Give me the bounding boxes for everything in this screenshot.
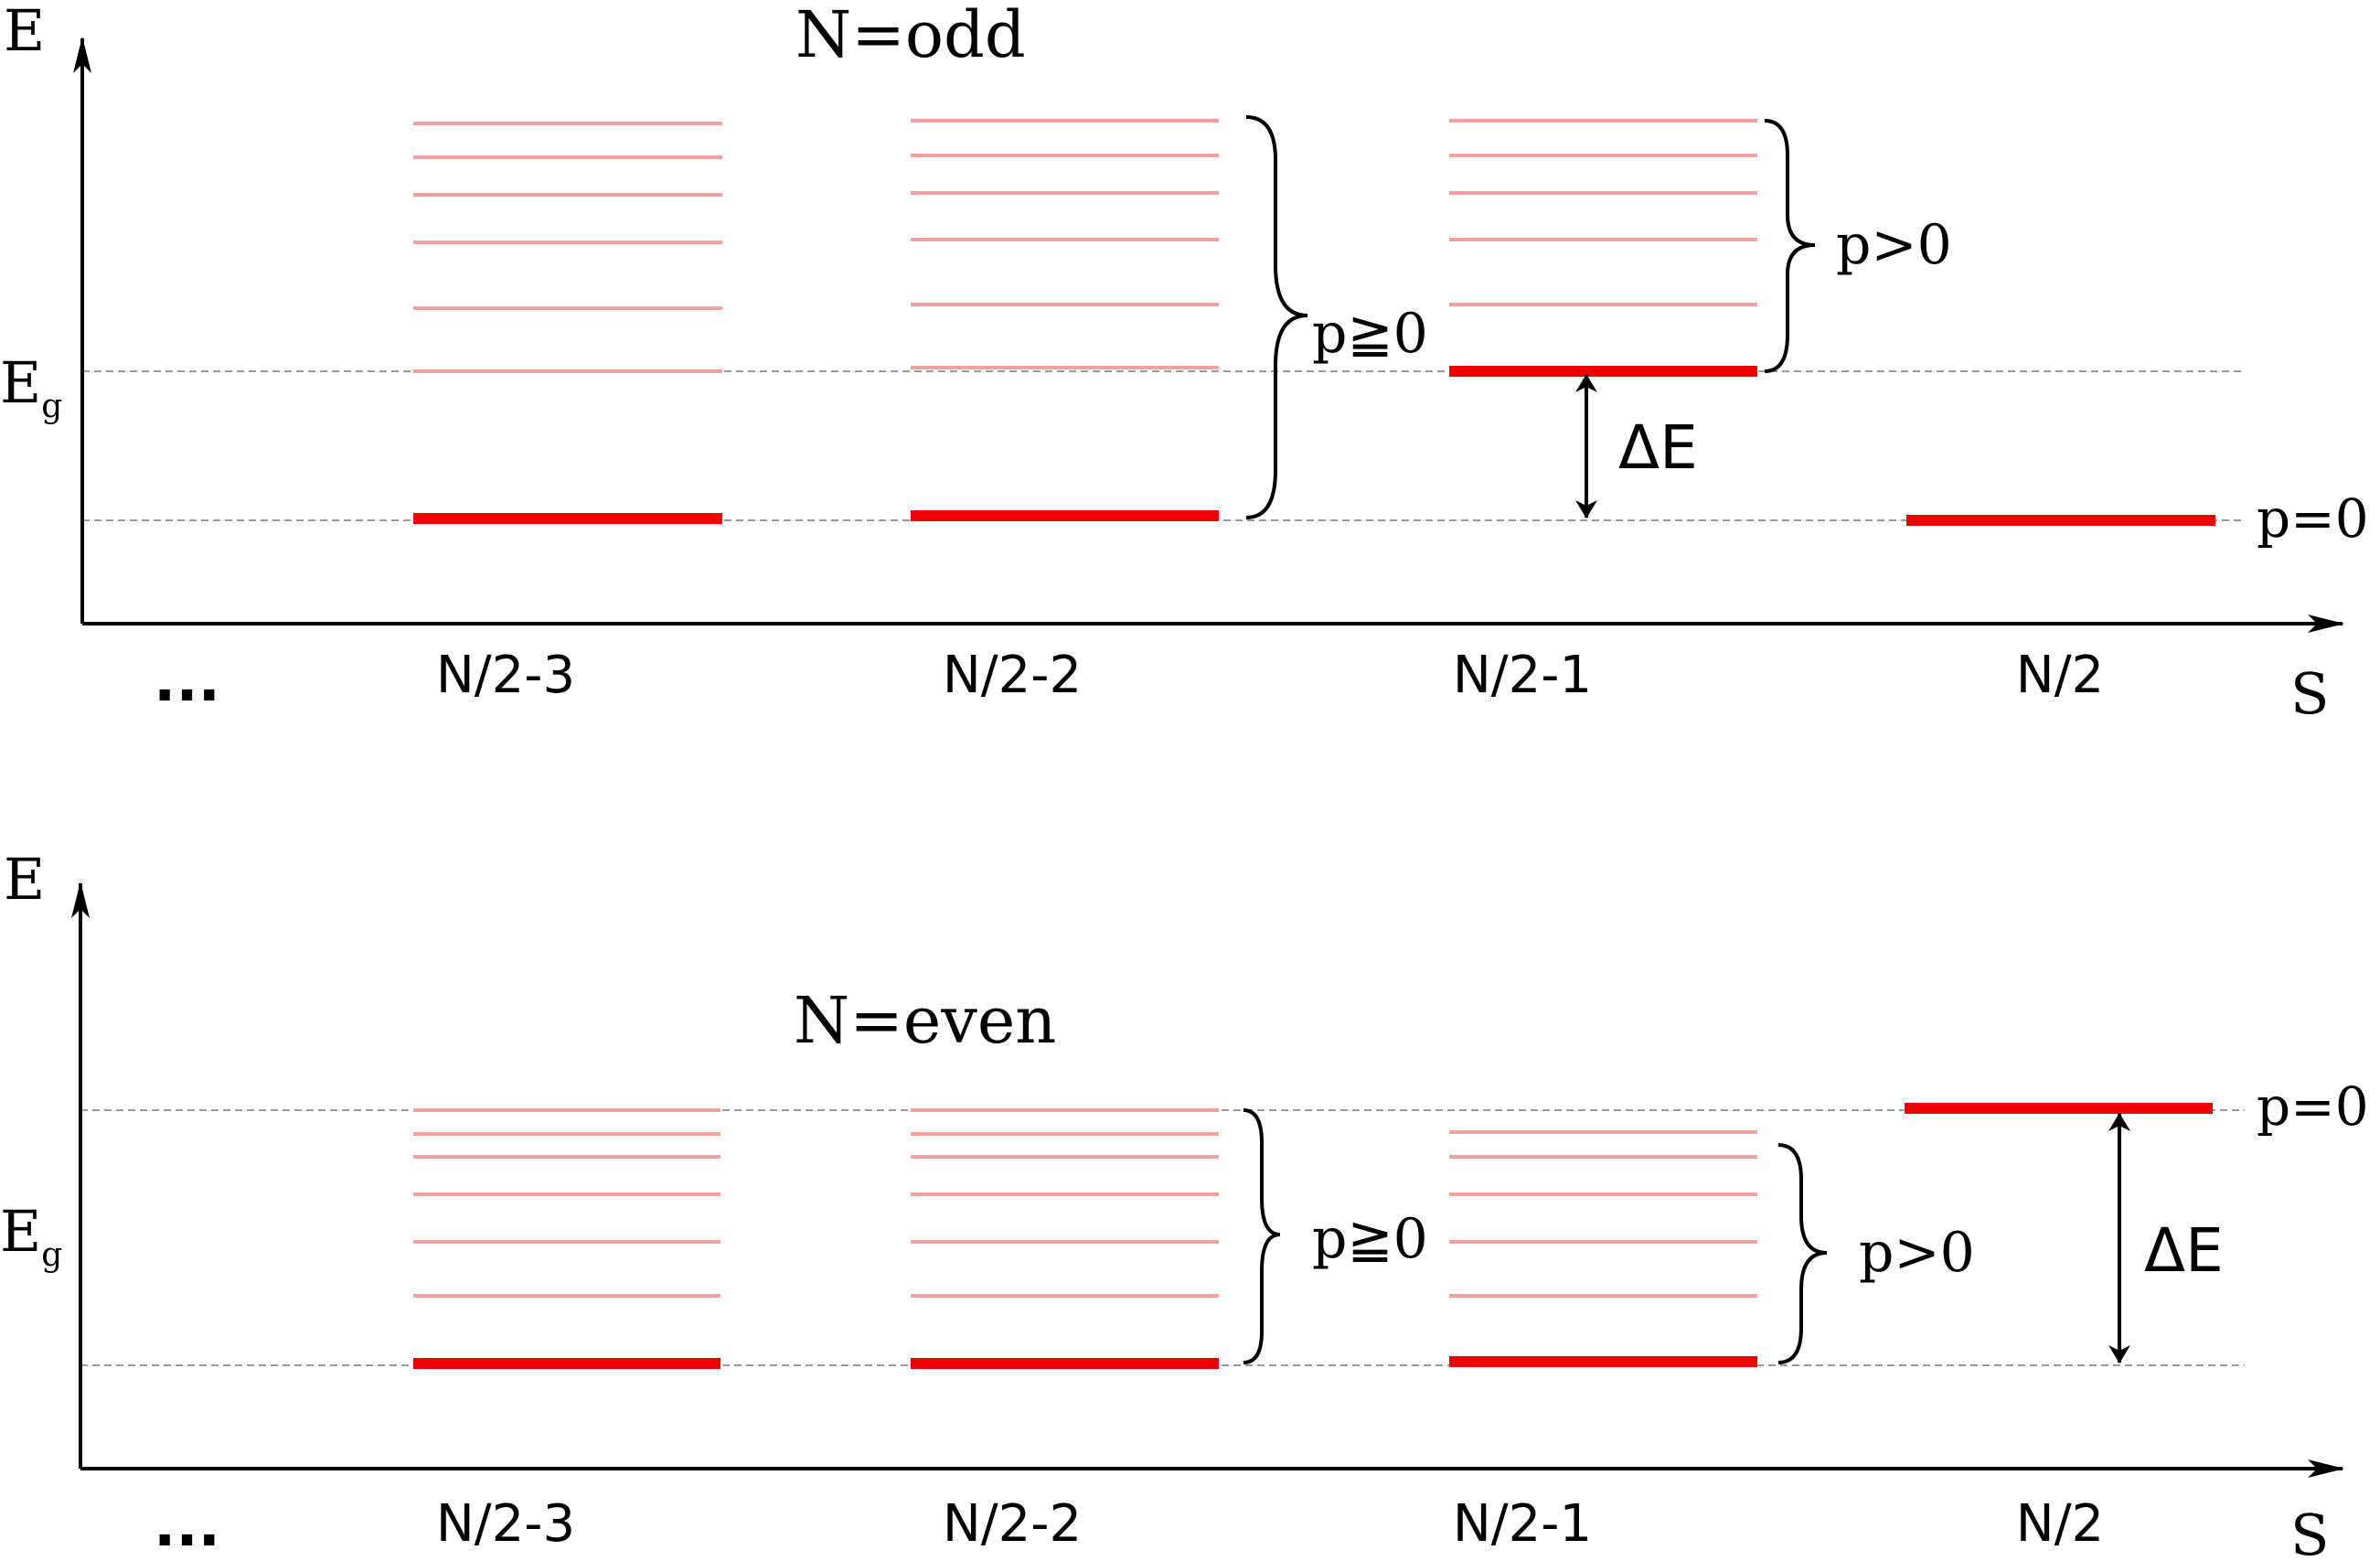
ellipsis: ... [154,1492,220,1560]
brace-label: p≧0 [1312,1207,1428,1271]
x-tick-label: N/2 [2016,646,2104,705]
brace [1243,1108,1281,1364]
x-axis-label: S [2290,1502,2329,1561]
panel-title: N=odd [795,0,1026,72]
x-tick-label: N/2 [2016,1494,2104,1554]
level-column-n2-2 [911,119,1219,369]
right-label: p=0 [2257,487,2369,550]
y-axis-label: E [4,0,45,64]
brace [1764,119,1816,373]
x-tick-label: N/2-2 [943,1494,1082,1554]
x-tick-label: N/2-2 [943,646,1082,705]
eg-label: Eg [0,1198,62,1274]
y-axis-label: E [4,846,45,913]
level-column-n2-1 [1449,1130,1757,1298]
level-column-n2-2 [911,1108,1219,1298]
panel-odd: E Eg S N=odd ... N/2-3 N/2-2 N/2-1 N/2 [0,0,2369,727]
gap-label: ΔE [1618,412,1698,483]
brace-label: p>0 [1859,1221,1975,1285]
x-tick-label: N/2-1 [1453,646,1592,705]
eg-label: Eg [0,349,62,425]
brace-label: p≧0 [1312,302,1428,366]
right-label: p=0 [2257,1075,2369,1138]
x-tick-label: N/2-3 [436,1494,575,1554]
x-tick-label: N/2-3 [436,646,575,705]
panel-title: N=even [794,983,1056,1058]
level-column-n2-1 [1449,119,1757,306]
ellipsis: ... [154,647,220,715]
x-axis-label: S [2290,660,2329,727]
level-column-n2-3 [413,1108,720,1298]
brace [1777,1143,1828,1364]
panel-even: E Eg S N=even ... N/2-3 N/2-2 N/2-1 N/2 [0,846,2369,1561]
gap-label: ΔE [2144,1215,2224,1286]
x-tick-label: N/2-1 [1453,1494,1592,1554]
brace-label: p>0 [1836,213,1952,277]
brace [1245,115,1308,519]
level-column-n2-3 [413,122,722,373]
